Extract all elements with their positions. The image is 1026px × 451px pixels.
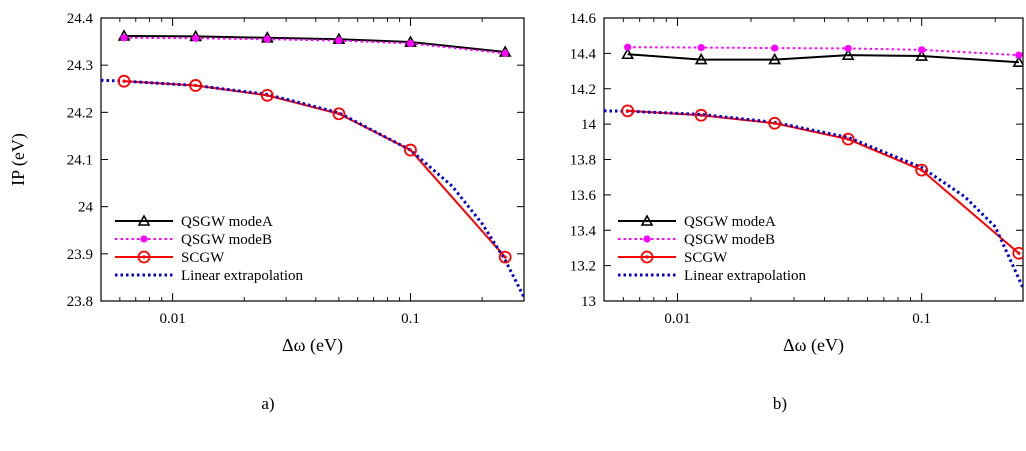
legend-label: SCGW [181,250,225,266]
legend-entry-qsgw-modea: QSGW modeA [115,214,273,230]
data-point-qsgw-modeb [1015,51,1023,59]
data-point-scgw [621,104,635,118]
y-tick-label: 14.6 [570,11,597,27]
data-point-qsgw-modeb [263,35,271,43]
panel-b: 13 13.2 13.4 13.6 13.8 14 14.2 14.4 14.6 0.01 0.1 Δ… [570,11,1024,413]
data-point-scgw [841,132,855,146]
data-point-scgw [915,163,929,177]
data-point-qsgw-modeb [335,37,343,45]
data-point-scgw [694,108,708,122]
x-tick-label: 0.01 [664,311,690,327]
data-point-qsgw-modeb [771,44,779,52]
legend-marker [137,250,151,264]
y-tick-label: 24.3 [67,58,93,74]
y-tick-label: 13 [581,294,596,310]
legend: QSGW modeA QSGW modeB SCGW Linear extrapola… [115,214,304,284]
data-point-scgw [332,107,346,121]
y-tick-label: 14 [581,117,597,133]
series-group [604,43,1023,289]
data-point-qsgw-modea [915,49,929,61]
data-point-qsgw-modea [841,48,855,60]
legend-label: QSGW modeB [181,232,272,248]
data-point-scgw [498,250,512,264]
legend-label: Linear extrapolation [181,268,304,284]
x-tick-label: 0.1 [401,311,420,327]
x-axis-label: Δω (eV) [783,335,844,356]
data-point-qsgw-modeb [918,46,926,54]
series-line-qsgw-modea [124,34,506,53]
data-point-scgw [768,116,782,130]
y-tick-label: 13.4 [570,223,597,239]
series-line-qsgw-modeb [627,46,1019,57]
data-point-qsgw-modeb [501,49,509,57]
series-group [101,29,524,298]
panel-caption: a) [261,394,274,413]
panel-caption: b) [773,394,787,413]
series-line-scgw [627,109,1020,254]
data-point-qsgw-modeb [697,43,705,52]
legend-entry-qsgw-modeb: QSGW modeB [618,232,775,248]
data-point-scgw [404,143,417,157]
data-point-qsgw-modea [694,52,708,65]
legend-entry-qsgw-modeb: QSGW modeB [115,232,272,248]
legend-marker [640,214,654,226]
data-point-qsgw-modea [768,52,782,65]
legend-label: QSGW modeA [684,214,776,230]
y-tick-label: 14.4 [570,46,597,62]
series-line-linear-extrapolation [604,109,1023,289]
legend-marker [140,235,148,243]
y-tick-label: 24.4 [67,11,94,27]
x-tick-label: 0.01 [159,311,185,327]
series-line-qsgw-modea [627,53,1019,64]
legend-label: SCGW [684,250,728,266]
y-tick-label: 23.9 [67,247,93,263]
legend-marker [640,250,654,264]
y-tick-label: 23.8 [67,294,93,310]
series-line-linear-extrapolation [101,78,524,298]
data-point-qsgw-modea [1012,55,1023,68]
y-tick-label: 13.6 [570,188,597,204]
panel-a: 23.8 23.9 24 24.1 24.2 24.3 24.4 0.01 0.1 Δω (eV)… [8,11,525,413]
y-tick-label: 14.2 [570,82,596,98]
legend-label: QSGW modeA [181,214,273,230]
data-point-qsgw-modeb [624,43,632,51]
legend-entry-scgw: SCGW [115,250,225,266]
legend: QSGW modeA QSGW modeB SCGW Linear extrapola… [618,214,807,284]
data-point-scgw [260,88,274,102]
legend-entry-scgw: SCGW [618,250,728,266]
legend-entry-linear-extrapolation: Linear extrapolation [115,268,304,284]
data-point-qsgw-modeb [406,39,415,48]
data-point-scgw [189,79,203,92]
y-tick-label: 24.1 [67,153,93,169]
legend-entry-linear-extrapolation: Linear extrapolation [618,268,807,284]
y-tick-label: 13.8 [570,153,596,169]
legend-entry-qsgw-modea: QSGW modeA [618,214,776,230]
data-point-scgw [117,74,131,88]
legend-marker [643,235,651,243]
legend-label: Linear extrapolation [684,268,807,284]
data-point-scgw [1012,246,1023,260]
legend-marker [137,214,151,226]
y-axis-label: IP (eV) [8,133,29,186]
data-point-qsgw-modeb [120,34,128,42]
x-axis-label: Δω (eV) [282,335,343,356]
data-point-qsgw-modea [621,47,635,60]
data-point-qsgw-modeb [192,34,200,42]
y-tick-label: 13.2 [570,259,596,275]
legend-label: QSGW modeB [684,232,775,248]
y-tick-label: 24.2 [67,105,93,121]
plot-frame [603,17,1024,302]
data-point-qsgw-modeb [844,44,852,53]
plot-frame [100,17,525,302]
y-tick-label: 24 [78,200,94,216]
x-tick-label: 0.1 [912,311,931,327]
